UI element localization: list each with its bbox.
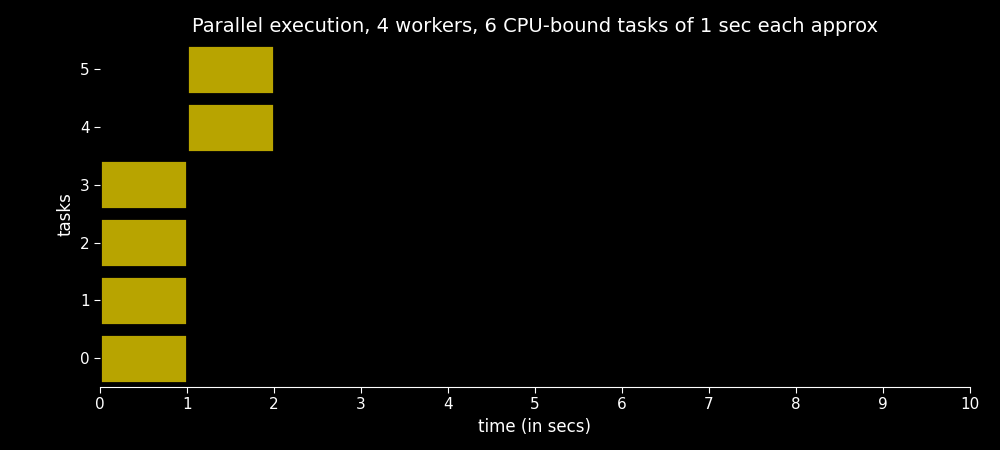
Bar [100,276,187,325]
Title: Parallel execution, 4 workers, 6 CPU-bound tasks of 1 sec each approx: Parallel execution, 4 workers, 6 CPU-bou… [192,17,878,36]
Bar [187,45,274,94]
Bar [100,218,187,267]
X-axis label: time (in secs): time (in secs) [479,418,592,436]
Bar [100,160,187,209]
Bar [100,333,187,382]
Bar [187,103,274,152]
Y-axis label: tasks: tasks [56,192,74,236]
